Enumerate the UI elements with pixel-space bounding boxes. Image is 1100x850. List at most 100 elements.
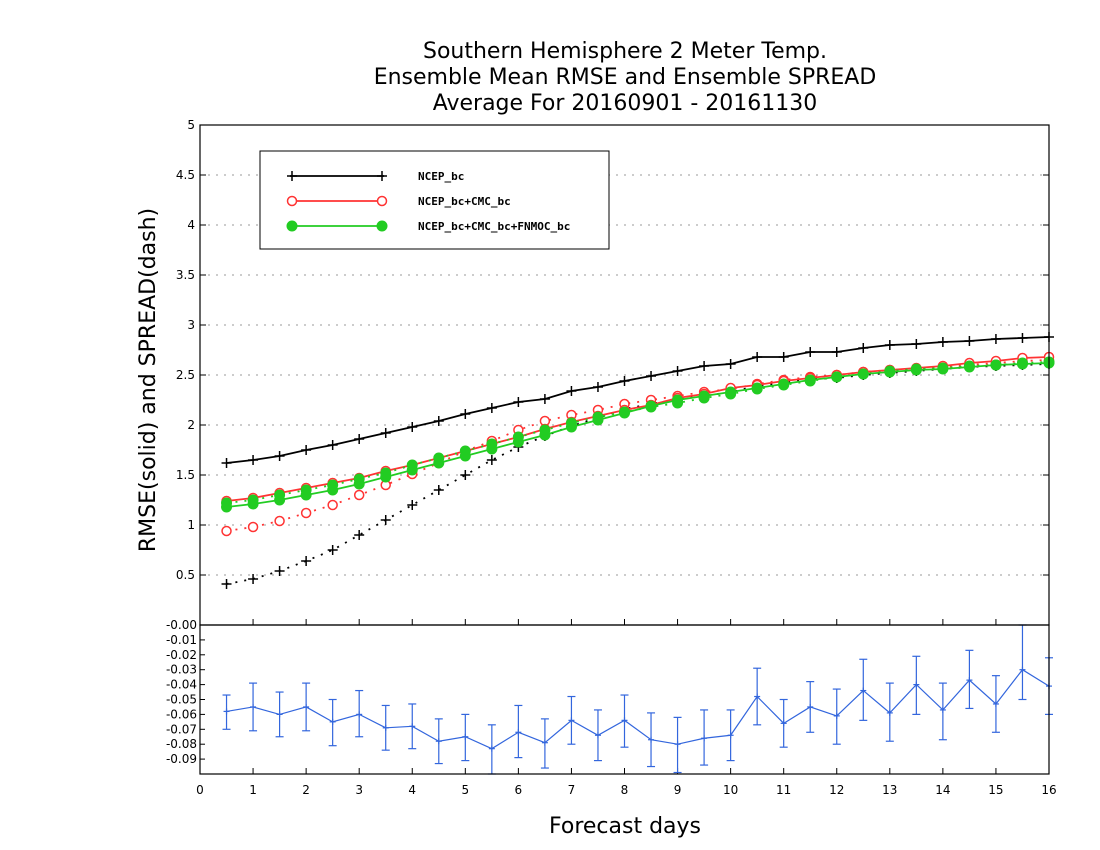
- diff-point: [541, 739, 548, 746]
- rmse-point: [937, 363, 949, 375]
- spread-line: [226, 363, 1050, 585]
- rmse-point: [698, 390, 710, 402]
- diff-y-tick-label: -0.05: [166, 693, 197, 707]
- legend-entry-2: NCEP_bc+CMC_bc+FNMOC_bc: [286, 220, 570, 233]
- x-tick-label: 8: [621, 783, 629, 797]
- spread-point: [301, 556, 312, 566]
- rmse-point: [884, 366, 896, 378]
- rmse-point: [460, 409, 471, 419]
- spread-point: [327, 545, 338, 555]
- legend-marker: [287, 171, 297, 181]
- rmse-point: [884, 340, 895, 350]
- y-tick-label: 4.5: [176, 168, 195, 182]
- rmse-point: [751, 382, 763, 394]
- rmse-point: [964, 336, 975, 346]
- x-tick-label: 4: [408, 783, 416, 797]
- y-tick-label: 1.5: [176, 468, 195, 482]
- chart-title: Southern Hemisphere 2 Meter Temp. Ensemb…: [374, 39, 877, 116]
- x-tick-label: 0: [196, 783, 204, 797]
- difference-panel: [222, 624, 1053, 775]
- x-tick-label: 1: [249, 783, 257, 797]
- diff-line: [226, 668, 1050, 750]
- spread-point: [247, 521, 259, 533]
- y-tick-label: 3.5: [176, 268, 195, 282]
- rmse-point: [247, 498, 259, 510]
- legend-label: NCEP_bc+CMC_bc: [418, 195, 511, 208]
- rmse-point: [619, 376, 630, 386]
- diff-point: [754, 693, 761, 700]
- rmse-point: [699, 361, 710, 371]
- diff-point: [780, 720, 787, 727]
- y-tick-label: 4: [187, 218, 195, 232]
- legend-marker: [377, 171, 387, 181]
- diff-point: [382, 724, 389, 731]
- grid-layer: [200, 174, 1049, 576]
- diff-point: [303, 703, 310, 710]
- x-tick-label: 9: [674, 783, 682, 797]
- series-2: [221, 356, 1055, 513]
- rmse-point: [1017, 333, 1028, 343]
- diff-point: [833, 712, 840, 719]
- rmse-point: [327, 484, 339, 496]
- spread-point: [221, 525, 232, 537]
- rmse-point: [725, 386, 737, 398]
- rmse-point: [619, 407, 630, 419]
- rmse-point: [592, 382, 603, 392]
- spread-point: [300, 507, 312, 519]
- legend-marker: [286, 220, 298, 232]
- diff-point: [674, 741, 681, 748]
- rmse-point: [858, 343, 869, 353]
- spread-point: [486, 455, 497, 465]
- y-tick-label: 3: [187, 318, 195, 332]
- x-tick-label: 5: [461, 783, 469, 797]
- diff-y-tick-label: -0.04: [166, 678, 197, 692]
- diff-point: [409, 723, 416, 730]
- spread-point: [460, 470, 471, 480]
- spread-point: [274, 566, 285, 576]
- rmse-point: [327, 440, 338, 450]
- rmse-point: [911, 339, 922, 349]
- rmse-point: [778, 378, 790, 390]
- rmse-point: [353, 478, 365, 490]
- x-tick-label: 12: [829, 783, 844, 797]
- rmse-point: [565, 421, 577, 433]
- rmse-point: [990, 334, 1001, 344]
- y-tick-label: 0.5: [176, 568, 195, 582]
- diff-y-tick-label: -0.03: [166, 663, 197, 677]
- x-tick-label: 11: [776, 783, 791, 797]
- rmse-point: [831, 347, 842, 357]
- rmse-point: [566, 386, 577, 396]
- rmse-point: [990, 359, 1002, 371]
- rmse-point: [910, 364, 922, 376]
- rmse-point: [805, 347, 816, 357]
- diff-point: [568, 717, 575, 724]
- diff-y-tick-label: -0.07: [166, 722, 197, 736]
- spread-line: [226, 359, 1050, 532]
- rmse-point: [380, 471, 392, 483]
- diff-point: [886, 709, 893, 716]
- rmse-line: [226, 336, 1050, 464]
- diff-y-tick-label: -0.01: [166, 633, 197, 647]
- rmse-point: [672, 366, 683, 376]
- diff-y-tick-label: -0.09: [166, 752, 197, 766]
- rmse-point: [407, 422, 418, 432]
- legend: NCEP_bc NCEP_bc+CMC_bc NCEP_bc+CMC_bc+FNMO…: [259, 150, 610, 250]
- diff-point: [966, 677, 973, 684]
- rmse-point: [645, 400, 657, 412]
- rmse-point: [778, 352, 789, 362]
- legend-entries: NCEP_bc NCEP_bc+CMC_bc NCEP_bc+CMC_bc+FNMO…: [286, 170, 570, 233]
- x-tick-label: 14: [935, 783, 950, 797]
- diff-point: [701, 735, 708, 742]
- spread-point: [433, 485, 444, 495]
- x-axis-ticks: 0 1 2 3 4 5 6 7 8 9 10 11 12 13 14 15 16: [196, 619, 1057, 797]
- legend-entry-1: NCEP_bc+CMC_bc: [286, 195, 511, 208]
- y-tick-label: 2.5: [176, 368, 195, 382]
- legend-label: NCEP_bc+CMC_bc+FNMOC_bc: [418, 220, 570, 233]
- rmse-point: [963, 361, 975, 373]
- rmse-point: [380, 428, 391, 438]
- diff-y-tick-label: -0.02: [166, 648, 197, 662]
- bottom-panel-y-ticks: -0.00-0.01-0.02-0.03-0.04-0.05-0.06-0.07…: [166, 618, 205, 766]
- legend-entry-0: NCEP_bc: [287, 170, 464, 183]
- rmse-point: [1016, 358, 1028, 370]
- diff-point: [648, 736, 655, 743]
